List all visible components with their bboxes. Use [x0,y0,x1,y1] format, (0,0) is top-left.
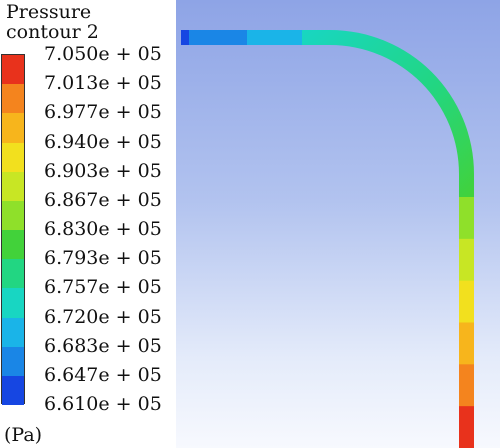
legend-level-label: 6.757e + 05 [44,276,162,299]
legend-level-label: 6.720e + 05 [44,305,162,328]
pipe-outlet-segment [459,280,474,323]
legend-level-label: 7.050e + 05 [44,43,162,65]
legend-level-label: 6.867e + 05 [44,188,162,211]
legend-level-label: 6.977e + 05 [44,101,162,124]
legend-unit: (Pa) [4,424,43,446]
legend-title-line-1: Pressure [6,1,92,23]
legend-swatch [2,84,24,114]
legend-level-label: 6.940e + 05 [44,130,162,153]
legend-level-label: 6.683e + 05 [44,334,162,357]
pipe-inlet-segment [181,30,189,45]
pipe-outlet-segment [459,406,474,448]
pipe-outlet-segment [459,322,474,365]
legend-swatch [2,288,24,318]
legend-level-label: 6.903e + 05 [44,159,162,182]
pipe-inlet-region [189,30,247,45]
pipe-outlet-segment [459,238,474,282]
legend-color-bar [1,54,25,406]
legend-swatch [2,346,24,377]
pipe-vertical-section [459,197,474,448]
legend-level-label: 6.830e + 05 [44,218,162,240]
legend-swatch [2,55,24,85]
pipe-horizontal-section [247,30,302,45]
legend-swatch [2,317,24,348]
legend-swatch [2,259,24,289]
legend-level-label: 6.610e + 05 [44,393,162,415]
pipe-bend [302,30,474,197]
legend-swatch [2,375,24,406]
legend-level-label: 6.793e + 05 [44,247,162,270]
legend-swatch [2,171,24,202]
legend-swatch [2,200,24,231]
legend-swatch [2,142,24,173]
legend-title-line-2: contour 2 [6,21,99,43]
legend-swatch [2,113,24,143]
render-viewport[interactable] [176,0,500,448]
legend-level-label: 6.647e + 05 [44,363,162,386]
legend-swatch [2,230,24,260]
legend-level-label: 7.013e + 05 [44,72,162,95]
legend-title: Pressure contour 2 [6,2,99,42]
pipe-outlet-segment [459,364,474,407]
pipe-outlet-segment [459,197,474,240]
